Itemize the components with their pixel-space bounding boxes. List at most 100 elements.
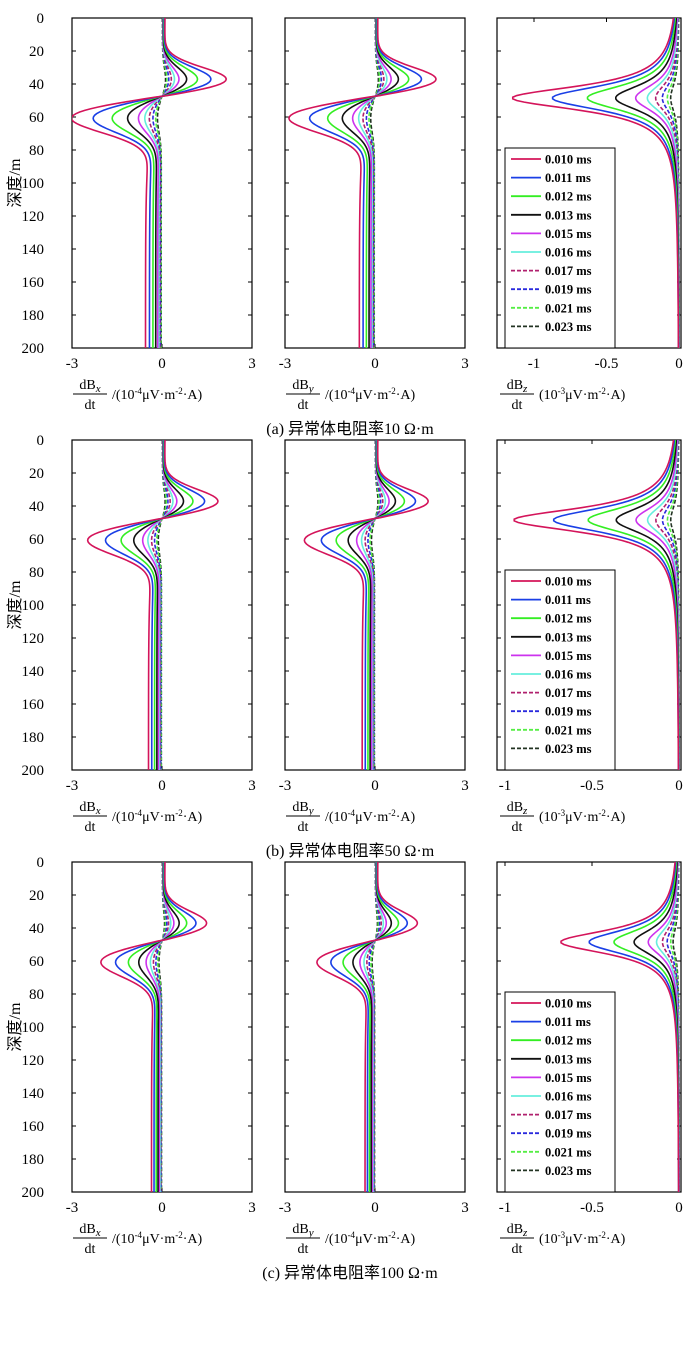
series-group bbox=[288, 18, 437, 348]
series-line-0012 bbox=[326, 18, 410, 348]
y-tick-label: 60 bbox=[29, 954, 44, 970]
y-tick-label: 40 bbox=[29, 921, 44, 937]
legend-label: 0.017 ms bbox=[545, 1108, 592, 1122]
y-tick-label: 80 bbox=[29, 565, 44, 581]
y-tick-label: 200 bbox=[22, 1185, 45, 1201]
legend-label: 0.012 ms bbox=[545, 1034, 592, 1048]
y-tick-label: 80 bbox=[29, 143, 44, 159]
series-line-0015 bbox=[351, 18, 392, 348]
series-line-0013 bbox=[347, 440, 397, 770]
legend-label: 0.010 ms bbox=[545, 153, 592, 167]
x-tick-label: 3 bbox=[248, 778, 256, 794]
x-label-unit: (10-3μV·m-2·A) bbox=[539, 808, 626, 825]
legend-label: 0.021 ms bbox=[545, 723, 592, 737]
legend-label: 0.019 ms bbox=[545, 283, 592, 297]
legend-label: 0.012 ms bbox=[545, 190, 592, 204]
series-group bbox=[560, 862, 680, 1192]
x-tick-label: -1 bbox=[528, 356, 541, 372]
x-tick-label: 3 bbox=[461, 778, 469, 794]
figure-row-c: 0 20 40 60 80 100 120 140 160 180 200 深度/m -3 0 3 dBx dt… bbox=[6, 855, 683, 1282]
x-axis-label: dBy dt /(10-4μV·m-2·A) bbox=[286, 378, 416, 413]
series-line-0015 bbox=[359, 862, 388, 1192]
series-group bbox=[86, 440, 219, 770]
legend-label: 0.016 ms bbox=[545, 668, 592, 682]
y-tick-label: 80 bbox=[29, 987, 44, 1003]
legend-label: 0.023 ms bbox=[545, 1164, 592, 1178]
figure-caption: (b) 异常体电阻率50 Ω·m bbox=[266, 842, 435, 860]
legend-label: 0.011 ms bbox=[545, 171, 591, 185]
x-label-unit: /(10-4μV·m-2·A) bbox=[325, 808, 416, 825]
x-label-denominator: dt bbox=[85, 398, 96, 413]
x-tick-label: 3 bbox=[248, 1200, 256, 1216]
x-axis-label: dBx dt /(10-4μV·m-2·A) bbox=[73, 1222, 203, 1257]
series-line-0016 bbox=[360, 440, 387, 770]
legend-label: 0.015 ms bbox=[545, 1071, 592, 1085]
x-label-numerator: dBz bbox=[507, 378, 528, 395]
series-line-0012 bbox=[335, 440, 406, 770]
panel-frame bbox=[71, 17, 253, 349]
x-axis-label: dBy dt /(10-4μV·m-2·A) bbox=[286, 1222, 416, 1257]
figure-caption: (a) 异常体电阻率10 Ω·m bbox=[266, 420, 434, 438]
panel-b-z: -1 -0.5 00.010 ms0.011 ms0.012 ms0.013 ms0… bbox=[496, 439, 683, 835]
x-tick-label: -3 bbox=[279, 1200, 292, 1216]
series-line-0013 bbox=[352, 862, 393, 1192]
series-line-0012 bbox=[342, 862, 400, 1192]
legend: 0.010 ms 0.011 ms 0.012 ms 0.013 ms 0.015 ms… bbox=[504, 991, 616, 1193]
y-axis-label: 深度/m bbox=[6, 158, 24, 207]
series-line-0016 bbox=[357, 18, 388, 348]
legend-label: 0.015 ms bbox=[545, 227, 592, 241]
x-tick-label: 0 bbox=[675, 1200, 683, 1216]
series-line-0010 bbox=[86, 440, 219, 770]
series-line-0012 bbox=[120, 440, 194, 770]
x-label-denominator: dt bbox=[512, 1242, 523, 1257]
legend-label: 0.023 ms bbox=[545, 320, 592, 334]
figure-caption: (c) 异常体电阻率100 Ω·m bbox=[262, 1264, 438, 1282]
y-tick-label: 200 bbox=[22, 763, 45, 779]
x-axis-label: dBz dt (10-3μV·m-2·A) bbox=[500, 1222, 626, 1257]
x-tick-label: 3 bbox=[461, 356, 469, 372]
y-tick-label: 120 bbox=[22, 209, 45, 225]
x-tick-label: 3 bbox=[461, 1200, 469, 1216]
x-label-denominator: dt bbox=[512, 398, 523, 413]
x-label-unit: /(10-4μV·m-2·A) bbox=[112, 1230, 203, 1247]
x-tick-label: 0 bbox=[158, 356, 166, 372]
y-tick-label: 0 bbox=[37, 11, 45, 27]
x-axis-label: dBz dt (10-3μV·m-2·A) bbox=[500, 378, 626, 413]
legend-label: 0.021 ms bbox=[545, 1145, 592, 1159]
series-line-0016 bbox=[143, 18, 176, 348]
x-label-numerator: dBy bbox=[292, 800, 313, 817]
series-group bbox=[513, 440, 680, 770]
legend-label: 0.023 ms bbox=[545, 742, 592, 756]
panel-frame bbox=[71, 439, 253, 771]
series-line-0016 bbox=[147, 440, 174, 770]
y-axis-label: 深度/m bbox=[6, 1002, 24, 1051]
x-label-denominator: dt bbox=[298, 820, 309, 835]
x-label-unit: /(10-4μV·m-2·A) bbox=[325, 1230, 416, 1247]
x-tick-label: -3 bbox=[66, 356, 79, 372]
x-label-denominator: dt bbox=[512, 820, 523, 835]
legend-label: 0.017 ms bbox=[545, 686, 592, 700]
series-line-0011 bbox=[308, 18, 423, 348]
y-tick-label: 100 bbox=[22, 598, 45, 614]
y-tick-label: 120 bbox=[22, 631, 45, 647]
y-tick-label: 160 bbox=[22, 1119, 45, 1135]
series-line-0011 bbox=[330, 862, 409, 1192]
y-tick-label: 200 bbox=[22, 341, 45, 357]
legend-label: 0.010 ms bbox=[545, 997, 592, 1011]
y-tick-label: 100 bbox=[22, 1020, 45, 1036]
series-line-0011 bbox=[320, 440, 417, 770]
legend-label: 0.013 ms bbox=[545, 630, 592, 644]
series-line-0010 bbox=[560, 862, 680, 1192]
legend-label: 0.016 ms bbox=[545, 246, 592, 260]
x-label-unit: (10-3μV·m-2·A) bbox=[539, 386, 626, 403]
series-line-0010 bbox=[100, 862, 208, 1192]
series-line-0012 bbox=[127, 862, 188, 1192]
legend-label: 0.021 ms bbox=[545, 301, 592, 315]
legend-label: 0.010 ms bbox=[545, 575, 592, 589]
x-label-unit: /(10-4μV·m-2·A) bbox=[325, 386, 416, 403]
y-tick-label: 160 bbox=[22, 697, 45, 713]
series-group bbox=[303, 440, 430, 770]
series-line-0013 bbox=[126, 18, 188, 348]
y-tick-label: 20 bbox=[29, 888, 44, 904]
series-line-0011 bbox=[92, 18, 212, 348]
